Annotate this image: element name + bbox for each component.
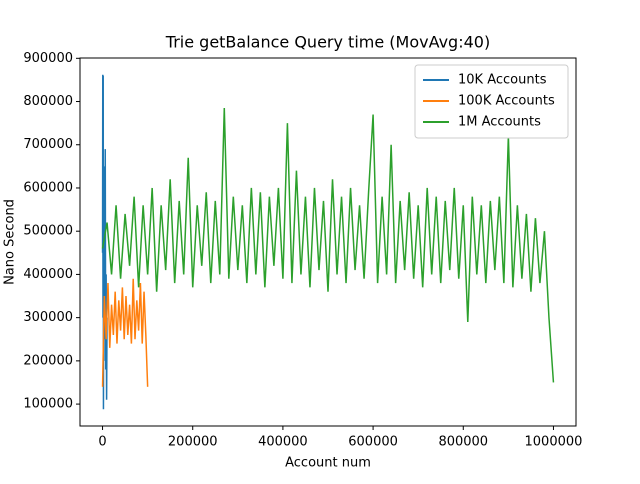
- x-axis-label: Account num: [285, 456, 371, 471]
- x-tick-label: 200000: [168, 435, 218, 450]
- x-tick-label: 0: [98, 435, 106, 450]
- y-tick-label: 200000: [23, 353, 73, 368]
- x-tick-label: 600000: [348, 435, 398, 450]
- y-tick-label: 600000: [23, 180, 73, 195]
- series-line: [101, 278, 149, 387]
- legend-label: 1M Accounts: [458, 115, 541, 130]
- series-line: [101, 74, 108, 410]
- plot-frame: [79, 57, 577, 427]
- y-tick-label: 900000: [23, 51, 73, 66]
- x-tick-label: 800000: [438, 435, 488, 450]
- x-tick-label: 400000: [258, 435, 308, 450]
- y-tick-label: 400000: [23, 267, 73, 282]
- y-axis-label: Nano Second: [3, 199, 18, 285]
- y-tick-label: 100000: [23, 397, 73, 412]
- legend-box: [414, 64, 569, 139]
- y-tick-label: 500000: [23, 224, 73, 239]
- chart-title: Trie getBalance Query time (MovAvg:40): [165, 33, 490, 52]
- y-tick-label: 700000: [23, 137, 73, 152]
- series-line: [101, 107, 555, 383]
- y-tick-label: 300000: [23, 310, 73, 325]
- legend-label: 10K Accounts: [458, 73, 547, 88]
- legend-label: 100K Accounts: [458, 94, 555, 109]
- y-tick-label: 800000: [23, 94, 73, 109]
- x-tick-label: 1000000: [525, 435, 583, 450]
